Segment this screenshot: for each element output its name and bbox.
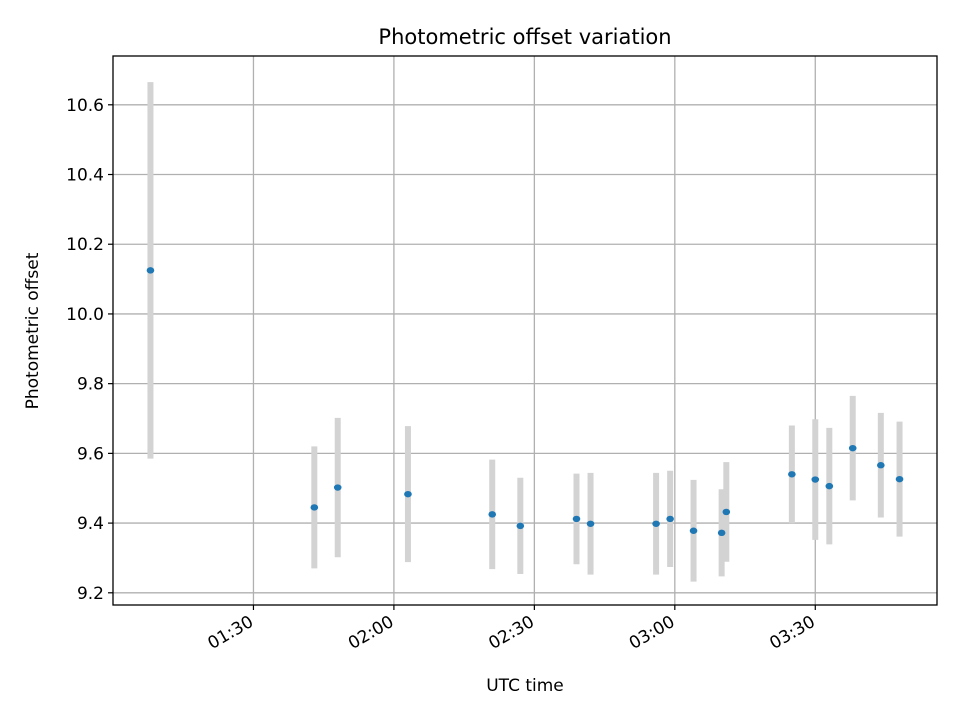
y-ticks: 9.2 9.4 9.6 9.8 10.0 10.2 10.4 10.6: [66, 96, 113, 604]
data-point: [488, 511, 497, 518]
x-tick-label: 01:30: [205, 612, 257, 654]
y-tick-label: 9.4: [77, 514, 104, 534]
x-tick-label: 03:00: [626, 612, 678, 654]
chart-title: Photometric offset variation: [378, 25, 671, 49]
data-points: [146, 267, 904, 537]
data-point: [404, 490, 412, 498]
data-point: [895, 475, 904, 483]
y-tick-label: 9.6: [77, 444, 104, 464]
data-point: [516, 522, 525, 530]
error-bars: [147, 82, 903, 582]
data-point: [146, 267, 155, 274]
data-point: [572, 515, 581, 523]
y-tick-label: 10.6: [66, 96, 104, 116]
data-point: [717, 529, 726, 537]
data-point: [586, 520, 595, 527]
grid-lines: [113, 56, 937, 605]
data-point: [788, 471, 796, 478]
y-tick-label: 10.0: [66, 305, 104, 325]
plot-frame: [112, 55, 938, 606]
data-point: [877, 462, 885, 469]
x-tick-label: 03:30: [766, 612, 818, 654]
y-tick-label: 10.2: [66, 235, 104, 255]
data-point: [848, 444, 857, 452]
x-tick-label: 02:30: [485, 612, 537, 654]
x-ticks: 01:30 02:00 02:30 03:00 03:30: [205, 605, 819, 654]
data-point: [811, 476, 820, 483]
data-point: [652, 520, 660, 527]
y-axis-title: Photometric offset: [23, 252, 43, 409]
data-point: [310, 504, 319, 511]
data-point: [722, 508, 731, 516]
data-point: [333, 484, 342, 491]
y-tick-label: 9.8: [77, 375, 104, 395]
y-tick-label: 10.4: [66, 166, 104, 186]
x-tick-label: 02:00: [345, 612, 397, 654]
x-axis-title: UTC time: [486, 676, 564, 696]
y-tick-label: 9.2: [77, 584, 104, 604]
data-point: [666, 515, 674, 523]
data-point: [689, 527, 698, 534]
data-point: [825, 482, 834, 490]
